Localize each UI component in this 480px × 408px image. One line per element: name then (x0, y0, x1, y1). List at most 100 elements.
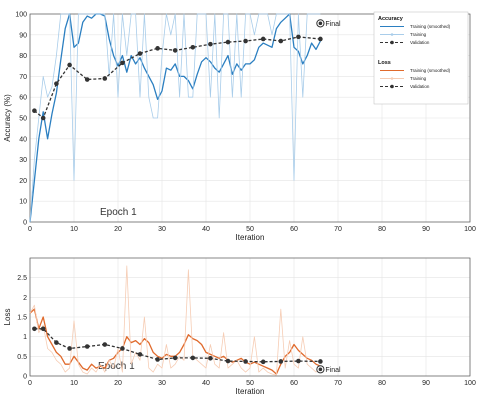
accuracy-validation-point (225, 39, 231, 45)
accuracy-ytick-label: 70 (19, 74, 27, 81)
loss-ytick-label: 2.5 (17, 275, 27, 282)
accuracy-validation-point (32, 108, 37, 114)
accuracy-validation-point (260, 36, 266, 42)
loss-ytick-label: 2 (23, 295, 27, 302)
loss-yaxis-label: Loss (3, 309, 12, 326)
accuracy-ytick-label: 10 (19, 199, 27, 206)
accuracy-validation-point (84, 77, 90, 82)
loss-ytick-label: 1.5 (17, 315, 27, 322)
accuracy-validation-point (296, 34, 301, 40)
loss-validation-point (32, 326, 37, 332)
loss-validation-point (102, 342, 108, 347)
accuracy-validation-point (190, 44, 196, 50)
loss-series-training-line (29, 265, 321, 376)
loss-validation-point (260, 359, 266, 365)
loss-final-label: Final (325, 367, 341, 374)
accuracy-xtick-label: 100 (464, 226, 476, 233)
accuracy-validation-point (137, 51, 143, 56)
accuracy-xtick-label: 40 (202, 226, 210, 233)
accuracy-validation-point (40, 115, 46, 121)
loss-ytick-label: 0.5 (17, 354, 27, 361)
loss-ytick-label: 0 (23, 374, 27, 381)
accuracy-ytick-label: 0 (23, 220, 27, 227)
loss-xtick-label: 10 (70, 380, 78, 387)
loss-plot: 0 10 20 30 40 50 60 70 80 90 100 0 0.5 1 1.5 2 2.5 Iterat… (3, 257, 476, 396)
loss-xtick-label: 50 (246, 380, 254, 387)
legend-item-label: Training (smoothed) (410, 24, 451, 29)
legend-item-label: Training (410, 76, 427, 81)
loss-xtick-label: 0 (28, 380, 32, 387)
legend-swatch-marker (390, 77, 394, 80)
accuracy-xtick-label: 50 (246, 226, 254, 233)
loss-validation-point (225, 358, 231, 364)
loss-xtick-label: 80 (378, 380, 386, 387)
loss-xtick-label: 20 (114, 380, 122, 387)
legend-group-title: Accuracy (378, 16, 404, 22)
accuracy-validation-point (208, 41, 213, 47)
loss-xtick-label: 30 (158, 380, 166, 387)
loss-validation-point (155, 357, 160, 362)
legend-item-label: Validation (410, 84, 430, 89)
loss-validation-point (318, 359, 323, 364)
legend-swatch-marker (390, 84, 394, 89)
accuracy-validation-point (120, 60, 125, 66)
loss-ytick-label: 1 (23, 334, 27, 341)
loss-validation-point (40, 326, 46, 332)
loss-validation-point (190, 355, 196, 361)
accuracy-xtick-label: 10 (70, 226, 78, 233)
accuracy-xtick-label: 30 (158, 226, 166, 233)
loss-series-validation-line (34, 328, 321, 363)
legend-item-label: Training (410, 32, 427, 37)
loss-axes-frame (29, 257, 471, 377)
accuracy-ytick-label: 100 (15, 12, 27, 19)
legend-group-title: Loss (378, 60, 391, 66)
accuracy-validation-point (278, 38, 284, 44)
loss-validation-point (243, 359, 248, 364)
legend: Accuracy Training (smoothed) Training Valid… (373, 11, 469, 105)
legend-item-label: Validation (410, 40, 430, 45)
accuracy-xaxis-label: Iteration (236, 233, 265, 242)
loss-validation-point (67, 346, 72, 351)
loss-xtick-label: 100 (464, 380, 476, 387)
loss-xtick-label: 70 (334, 380, 342, 387)
loss-validation-point (208, 356, 213, 361)
accuracy-xtick-label: 0 (28, 226, 32, 233)
accuracy-validation-point (172, 48, 178, 53)
accuracy-validation-point (318, 36, 323, 42)
accuracy-series-validation-line (33, 36, 321, 119)
accuracy-ytick-label: 90 (19, 32, 27, 39)
accuracy-ytick-label: 50 (19, 116, 27, 123)
accuracy-xtick-label: 60 (290, 226, 298, 233)
accuracy-validation-point (243, 38, 248, 44)
accuracy-xtick-label: 90 (422, 226, 430, 233)
accuracy-ytick-label: 60 (19, 95, 27, 102)
accuracy-ytick-label: 40 (19, 136, 27, 143)
legend-swatch-marker (390, 33, 394, 36)
accuracy-ytick-label: 80 (19, 53, 27, 60)
loss-validation-point (278, 359, 284, 364)
accuracy-xtick-label: 80 (378, 226, 386, 233)
loss-epoch-label: Epoch 1 (98, 361, 135, 372)
loss-xtick-label: 40 (202, 380, 210, 387)
accuracy-xtick-label: 70 (334, 226, 342, 233)
accuracy-validation-point (54, 81, 59, 86)
loss-final-marker-dot (318, 367, 323, 372)
loss-validation-point (54, 340, 59, 345)
loss-validation-point (84, 344, 90, 349)
loss-xtick-label: 60 (290, 380, 298, 387)
accuracy-validation-point (155, 46, 160, 51)
legend-box (373, 11, 469, 105)
accuracy-epoch-label: Epoch 1 (100, 207, 137, 218)
legend-item-label: Training (smoothed) (410, 68, 451, 73)
loss-xaxis-label: Iteration (236, 387, 265, 396)
accuracy-final-label: Final (325, 21, 341, 28)
accuracy-series-training-line (29, 13, 321, 223)
loss-validation-point (296, 358, 301, 364)
accuracy-final-marker-dot (318, 21, 323, 26)
legend-swatch-marker (390, 40, 394, 45)
loss-validation-point (120, 346, 125, 351)
loss-validation-point (172, 355, 178, 361)
accuracy-yaxis-label: Accuracy (%) (3, 94, 12, 142)
